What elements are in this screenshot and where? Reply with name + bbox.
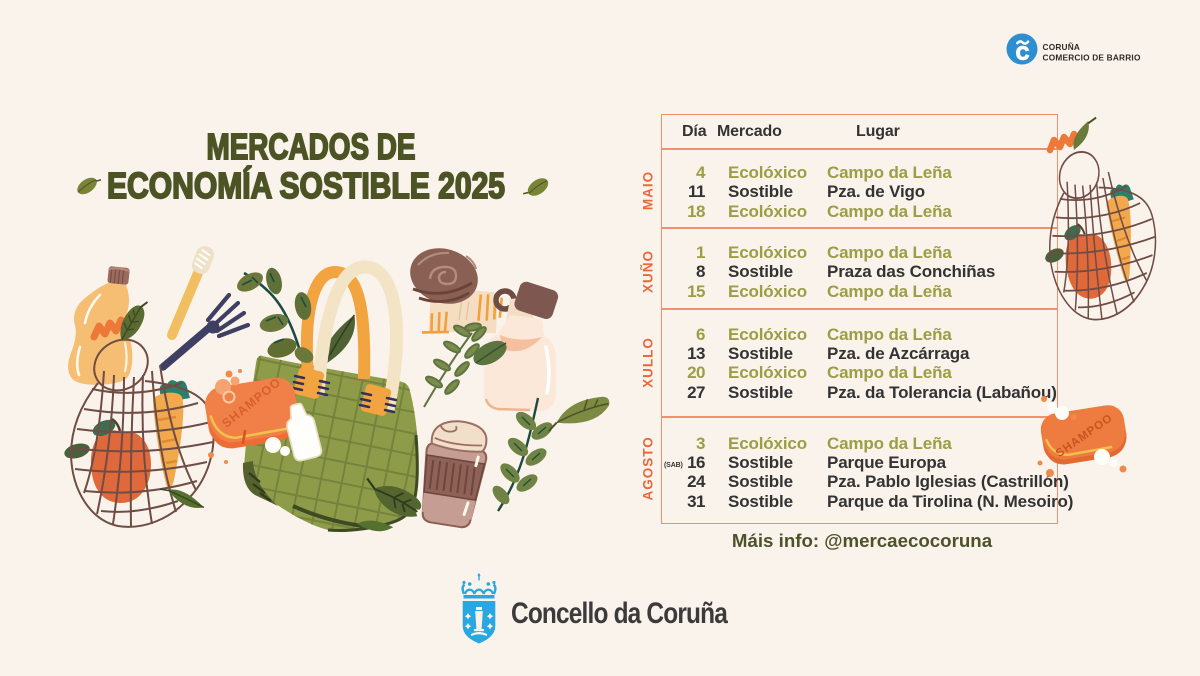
svg-text:COMERCIO DE BARRIO: COMERCIO DE BARRIO (1043, 53, 1141, 63)
svg-text:Concello da Coruña: Concello da Coruña (511, 597, 728, 630)
svg-text:MERCADOS DE: MERCADOS DE (207, 126, 416, 167)
svg-text:C: C (1016, 44, 1029, 64)
svg-text:ECONOMÍA SOSTIBLE 2025: ECONOMÍA SOSTIBLE 2025 (107, 165, 505, 206)
svg-text:CORUÑA: CORUÑA (1043, 42, 1081, 52)
